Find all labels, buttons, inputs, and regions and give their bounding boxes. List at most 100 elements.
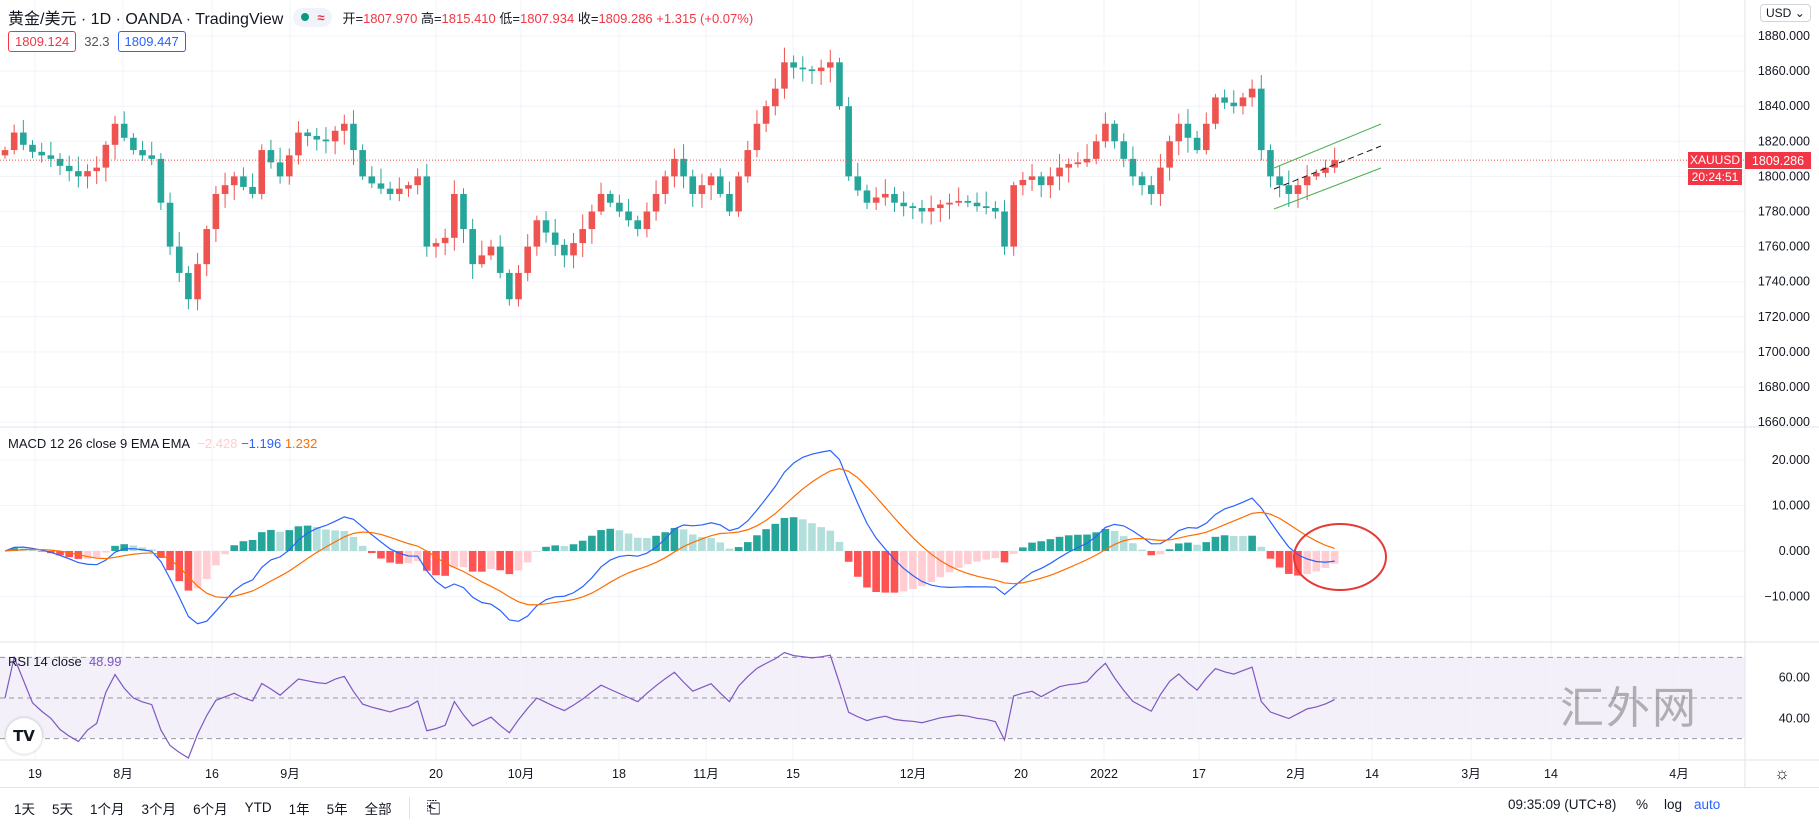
candle — [827, 62, 834, 68]
macd-histogram-bar — [597, 530, 605, 551]
price-tick: 1880.000 — [1758, 29, 1810, 43]
candle — [946, 202, 953, 205]
symbol-label: XAUUSD — [1690, 153, 1740, 167]
log-toggle[interactable]: log — [1664, 797, 1683, 812]
candle — [487, 246, 495, 256]
close-value: 1809.286 — [598, 10, 653, 26]
macd-histogram-bar — [331, 530, 339, 551]
range-3m[interactable]: 3个月 — [141, 801, 177, 817]
macd-histogram-bar — [450, 551, 459, 568]
macd-histogram-bar — [826, 530, 835, 551]
candle — [744, 150, 752, 177]
macd-histogram-bar — [423, 551, 431, 571]
range-1m[interactable]: 1个月 — [90, 801, 125, 817]
candle — [185, 272, 192, 300]
macd-histogram-bar — [1019, 547, 1027, 551]
market-status[interactable]: ≈ — [293, 7, 333, 27]
buy-button[interactable]: 1809.447 — [117, 31, 186, 52]
candle — [716, 176, 724, 194]
sell-button[interactable]: 1809.124 — [8, 31, 77, 52]
range-ytd[interactable]: YTD — [244, 800, 272, 815]
rsi-label[interactable]: RSI 14 close — [8, 654, 82, 669]
macd-histogram-bar — [1156, 551, 1165, 555]
macd-histogram-bar — [1220, 535, 1229, 551]
auto-toggle[interactable]: auto — [1694, 797, 1721, 812]
candle — [817, 67, 825, 72]
macd-histogram-bar — [1009, 551, 1018, 554]
candle — [891, 193, 898, 203]
candle — [157, 158, 165, 203]
macd-histogram-bar — [111, 545, 119, 551]
candle — [918, 207, 926, 212]
candle — [1102, 123, 1109, 142]
time-tick: 9月 — [280, 767, 299, 781]
candle — [1257, 88, 1265, 151]
candle — [386, 188, 394, 194]
time-tick: 20 — [1014, 767, 1028, 781]
macd-histogram-bar — [1147, 551, 1156, 556]
bottom-toolbar: 1天 5天 1个月 3个月 6个月 YTD 1年 5年 全部 ⎗ — [0, 787, 1819, 827]
percent-toggle[interactable]: % — [1636, 797, 1649, 812]
range-1d[interactable]: 1天 — [14, 801, 36, 817]
candle — [872, 197, 880, 203]
change-value: +1.315 (+0.07%) — [656, 10, 754, 26]
macd-histogram-bar — [120, 544, 129, 551]
symbol-title[interactable]: 黄金/美元 · 1D · OANDA · TradingView — [8, 11, 284, 28]
candle — [698, 185, 706, 194]
time-tick: 15 — [786, 767, 800, 781]
clock[interactable]: 09:35:09 (UTC+8) — [1508, 797, 1617, 812]
high-value: 1815.410 — [441, 10, 496, 26]
macd-histogram-bar — [1165, 549, 1174, 551]
macd-histogram-bar — [28, 550, 37, 551]
candle — [588, 211, 596, 230]
macd-histogram-bar — [633, 537, 642, 551]
candle — [680, 158, 687, 177]
range-1y[interactable]: 1年 — [288, 801, 310, 817]
range-6m[interactable]: 6个月 — [193, 801, 228, 817]
macd-histogram-bar — [881, 551, 890, 593]
macd-histogram-bar — [1229, 535, 1238, 551]
candle — [1221, 97, 1228, 103]
price-tick: 1760.000 — [1758, 240, 1810, 254]
candle — [973, 202, 981, 207]
macd-histogram-bar — [1257, 546, 1266, 551]
candle — [735, 176, 742, 212]
macd-histogram-bar — [753, 535, 761, 551]
macd-histogram-bar — [1193, 544, 1201, 551]
macd-histogram-bar — [102, 551, 110, 553]
macd-histogram-bar — [230, 545, 239, 551]
settings-icon[interactable]: ☼ — [1774, 764, 1790, 783]
range-5d[interactable]: 5天 — [52, 801, 74, 817]
macd-histogram-bar — [1000, 551, 1009, 563]
currency-select[interactable]: USD ⌄ — [1760, 4, 1811, 22]
spread: 32.3 — [84, 34, 110, 49]
macd-histogram-bar — [193, 551, 202, 589]
time-tick: 8月 — [113, 767, 132, 781]
range-all[interactable]: 全部 — [364, 801, 392, 817]
macd-histogram-bar — [1174, 543, 1183, 551]
candle — [1138, 176, 1146, 186]
goto-date-icon[interactable]: ⎗ — [426, 797, 441, 817]
macd-histogram-bar — [936, 551, 945, 578]
range-5y[interactable]: 5年 — [326, 801, 348, 817]
macd-histogram-bar — [789, 517, 798, 551]
tradingview-logo[interactable]: 𝗧𝗩 — [6, 718, 42, 754]
ohlc-values: 开=1807.970 高=1815.410 低=1807.934 收=1809.… — [342, 8, 753, 27]
signal-line — [4, 468, 1335, 606]
macd-histogram-bar — [569, 544, 578, 551]
candle — [56, 158, 64, 166]
channel-mid-line — [1273, 145, 1382, 190]
candle — [120, 123, 128, 138]
time-tick: 18 — [612, 767, 626, 781]
candle — [1248, 88, 1256, 98]
macd-label[interactable]: MACD 12 26 close 9 EMA EMA — [8, 436, 191, 451]
candle — [65, 165, 73, 172]
macd-histogram-bar — [844, 551, 853, 562]
price-tick: 1840.000 — [1758, 99, 1810, 113]
candle — [1, 150, 9, 156]
time-tick: 12月 — [900, 767, 926, 781]
chart-canvas[interactable]: 1880.0001860.0001840.0001820.0001800.000… — [0, 0, 1819, 787]
candle — [267, 150, 275, 163]
macd-histogram-bar — [1101, 528, 1110, 551]
candle — [597, 193, 605, 212]
